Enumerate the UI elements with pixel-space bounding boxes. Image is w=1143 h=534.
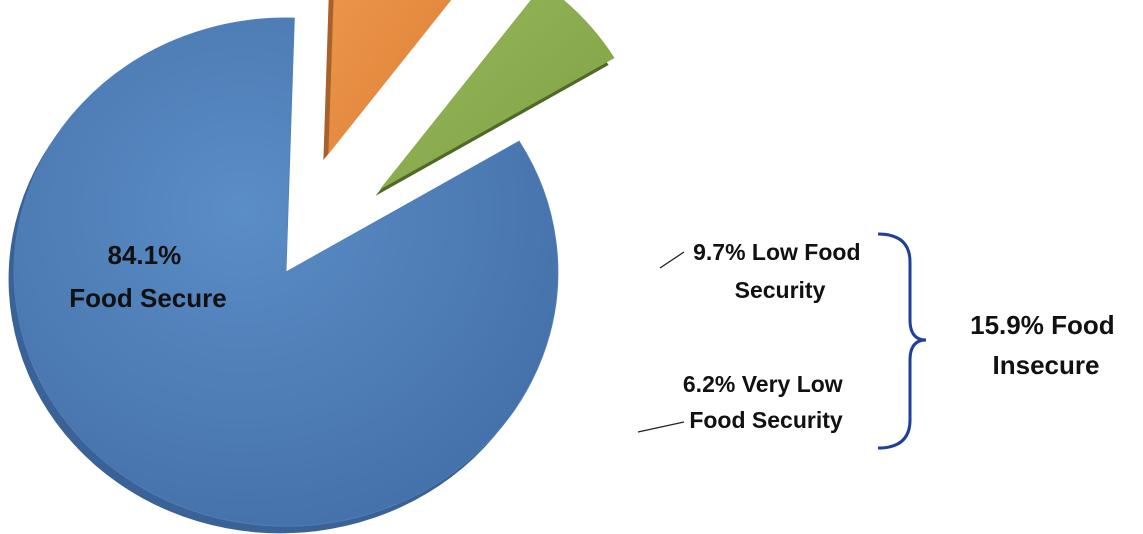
label-very-low-food-security: 6.2% Very Low Food Security (683, 371, 849, 433)
label-very-low-food-security-line1: 6.2% Very Low (683, 371, 843, 397)
label-food-insecure-line2: Insecure (993, 350, 1100, 380)
label-very-low-food-security-line2: Food Security (689, 407, 843, 433)
leader-line-low-food-security (660, 252, 684, 268)
label-food-secure-name: Food Secure (69, 283, 226, 313)
label-food-insecure: 15.9% Food Insecure (970, 310, 1122, 380)
label-food-secure-value: 84.1% (108, 240, 182, 270)
label-food-insecure-line1: 15.9% Food (970, 310, 1114, 340)
label-low-food-security-line1: 9.7% Low Food (693, 239, 860, 265)
label-low-food-security-line2: Security (735, 277, 826, 303)
pie-slices (14, 0, 614, 526)
leader-line-very-low-food-security (638, 422, 684, 432)
food-insecure-bracket (878, 234, 926, 448)
label-low-food-security: 9.7% Low Food Security (693, 239, 867, 303)
